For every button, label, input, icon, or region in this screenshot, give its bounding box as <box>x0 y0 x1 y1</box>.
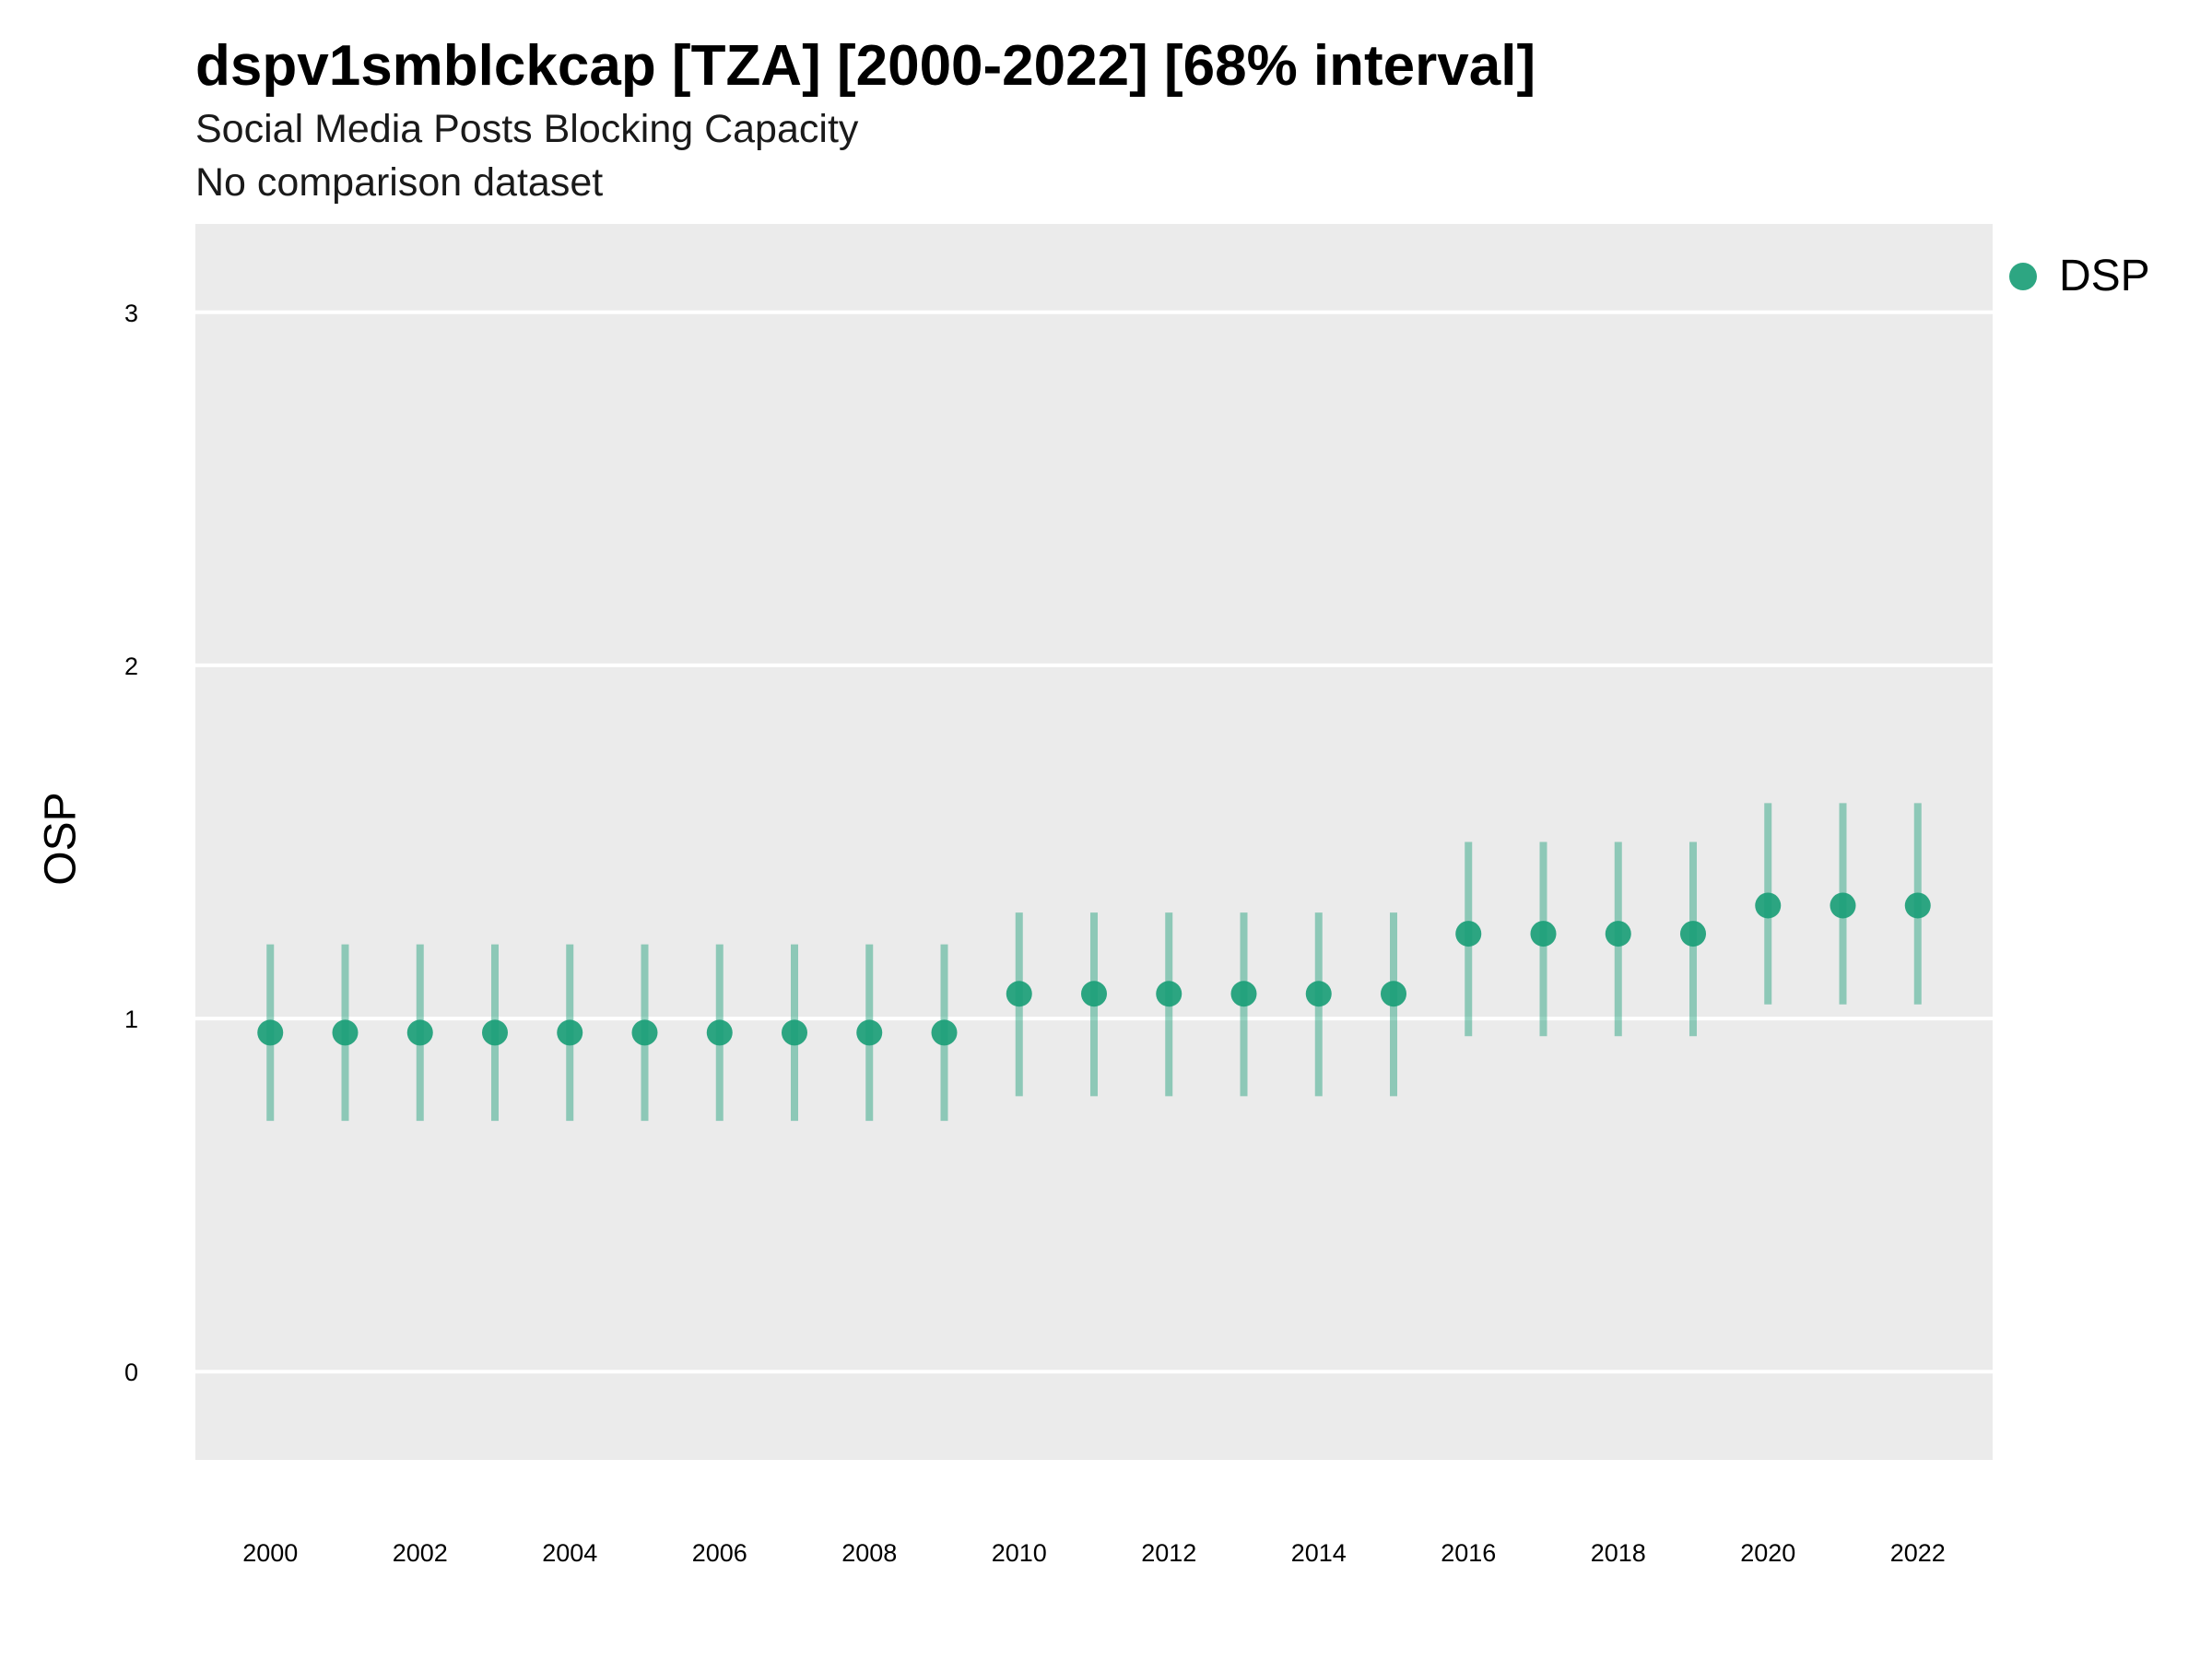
data-point <box>1904 892 1931 919</box>
x-tick-label: 2004 <box>542 1539 597 1567</box>
data-point <box>1006 981 1032 1007</box>
chart-title: dspv1smblckcap [TZA] [2000-2022] [68% in… <box>195 34 1536 98</box>
x-tick-label: 2016 <box>1441 1539 1496 1567</box>
x-tick-label: 2008 <box>841 1539 897 1567</box>
data-point <box>931 1019 958 1046</box>
data-point <box>257 1019 284 1046</box>
data-point <box>332 1019 359 1046</box>
y-tick-label: 1 <box>124 1006 138 1033</box>
data-point <box>631 1019 658 1046</box>
legend-marker <box>2009 262 2037 290</box>
y-tick-label: 2 <box>124 653 138 680</box>
data-point <box>406 1019 433 1046</box>
x-tick-label: 2010 <box>992 1539 1047 1567</box>
legend-label-dsp: DSP <box>2059 252 2150 300</box>
data-point <box>1305 981 1332 1007</box>
x-tick-label: 2000 <box>242 1539 298 1567</box>
data-point <box>1455 921 1482 947</box>
plot-panel <box>195 224 1993 1460</box>
data-point <box>1230 981 1257 1007</box>
data-point <box>1680 921 1706 947</box>
y-tick-label: 3 <box>124 300 138 327</box>
y-tick-label: 0 <box>124 1359 138 1386</box>
data-point <box>557 1019 583 1046</box>
data-point <box>1830 892 1856 919</box>
data-point <box>1530 921 1557 947</box>
chart-subtitle: Social Media Posts Blocking Capacity <box>195 107 859 151</box>
x-tick-label: 2006 <box>692 1539 747 1567</box>
data-point <box>856 1019 883 1046</box>
data-point <box>1081 981 1107 1007</box>
data-point <box>1755 892 1782 919</box>
x-tick-label: 2022 <box>1890 1539 1946 1567</box>
legend: DSP <box>2009 251 2150 301</box>
data-point <box>1156 981 1182 1007</box>
x-tick-label: 2014 <box>1291 1539 1347 1567</box>
data-point <box>706 1019 733 1046</box>
x-tick-label: 2002 <box>393 1539 448 1567</box>
data-point <box>782 1019 807 1046</box>
chart-caption: No comparison dataset <box>195 160 604 205</box>
x-tick-label: 2012 <box>1141 1539 1196 1567</box>
x-tick-label: 2020 <box>1740 1539 1795 1567</box>
data-point <box>1381 981 1406 1007</box>
data-point <box>482 1019 508 1046</box>
data-point <box>1605 921 1631 947</box>
x-tick-label: 2018 <box>1591 1539 1646 1567</box>
